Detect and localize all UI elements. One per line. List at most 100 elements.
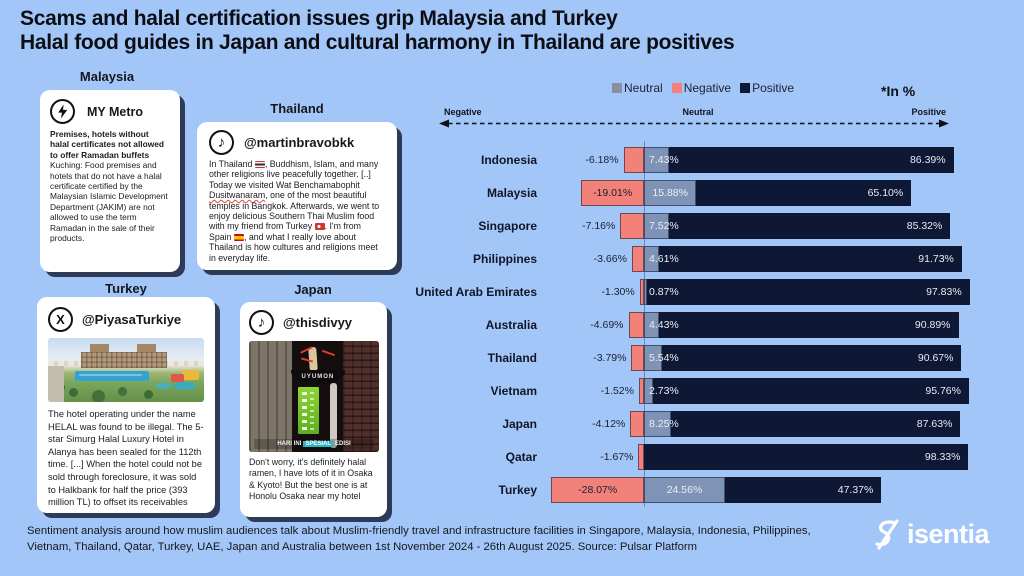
x-twitter-icon: X bbox=[48, 307, 73, 332]
post-card-thailand: ♪ @martinbravobkk In Thailand , Buddhism… bbox=[197, 122, 397, 270]
chart-row-philippines: Philippines 91.73% -3.66% 4.61% bbox=[420, 243, 1024, 276]
axis-label-neutral: Neutral bbox=[682, 107, 714, 117]
legend-item-positive: Positive bbox=[740, 81, 794, 95]
negative-bar bbox=[638, 378, 644, 404]
post-text-rest: Kuching: Food premises and hotels that d… bbox=[50, 160, 168, 244]
negative-bar bbox=[630, 411, 644, 437]
chart-row-vietnam: Vietnam 95.76% -1.52% 2.73% bbox=[420, 375, 1024, 408]
negative-bar bbox=[639, 279, 644, 305]
sentiment-axis-arrow bbox=[439, 119, 949, 128]
positive-bar bbox=[646, 279, 970, 305]
positive-value: 87.63% bbox=[916, 418, 953, 430]
chart-row-indonesia: Indonesia 86.39% -6.18% 7.43% bbox=[420, 144, 1024, 177]
post-text: Premises, hotels without halal certifica… bbox=[50, 129, 170, 243]
country-label: Thailand bbox=[487, 351, 537, 365]
neutral-bar bbox=[644, 279, 647, 305]
positive-bar bbox=[644, 444, 969, 470]
title-line-2: Halal food guides in Japan and cultural … bbox=[20, 31, 735, 54]
country-label: United Arab Emirates bbox=[415, 285, 537, 299]
positive-value: 97.83% bbox=[926, 286, 962, 298]
photo-caption-highlight: SPESIAL bbox=[303, 440, 333, 447]
negative-bar bbox=[631, 345, 644, 371]
country-label: Malaysia bbox=[486, 186, 537, 200]
post-text: In Thailand , Buddhism, Islam, and many … bbox=[209, 159, 380, 263]
card-label-japan: Japan bbox=[294, 282, 332, 297]
unit-note: *In % bbox=[881, 83, 916, 99]
positive-swatch bbox=[740, 83, 751, 93]
positive-bar bbox=[653, 378, 969, 404]
chart-row-united-arab-emirates: United Arab Emirates 97.83% -1.30% 0.87% bbox=[415, 276, 1024, 309]
negative-value: -7.16% bbox=[582, 220, 616, 232]
tiktok-icon: ♪ bbox=[249, 310, 274, 335]
positive-value: 85.32% bbox=[906, 220, 943, 232]
chart-row-malaysia: Malaysia 65.10% -19.01% 15.88% bbox=[420, 177, 1024, 210]
card-label-thailand: Thailand bbox=[270, 101, 324, 116]
positive-bar bbox=[668, 147, 954, 173]
negative-value: -1.30% bbox=[601, 286, 635, 298]
photo-caption-pre: HARI INI bbox=[277, 440, 302, 447]
lightning-bolt-icon bbox=[50, 99, 75, 124]
neutral-bar bbox=[644, 180, 697, 206]
brand-name: isentia bbox=[907, 519, 990, 549]
negative-bar bbox=[628, 312, 644, 338]
negative-bar bbox=[551, 477, 644, 503]
country-label: Japan bbox=[502, 417, 537, 431]
country-label: Singapore bbox=[478, 219, 537, 233]
post-card-japan: ♪ @thisdivyy UYUMON HARI INI SPESIAL EDI… bbox=[240, 302, 387, 517]
neutral-value: 24.56% bbox=[666, 484, 703, 496]
footer-note: Sentiment analysis around how muslim aud… bbox=[27, 525, 811, 553]
isentia-logo-icon bbox=[875, 519, 899, 550]
negative-bar bbox=[638, 444, 644, 470]
neutral-value: 0.87% bbox=[649, 286, 679, 298]
negative-value: -1.67% bbox=[600, 451, 634, 463]
source-handle: @PiyasaTurkiye bbox=[82, 312, 182, 327]
neutral-value: 4.43% bbox=[649, 319, 679, 331]
neutral-swatch bbox=[612, 83, 622, 93]
neutral-bar bbox=[644, 378, 653, 404]
positive-value: 47.37% bbox=[837, 484, 874, 496]
post-text: Don't worry, it's definitely halal ramen… bbox=[249, 457, 373, 502]
page-title: Scams and halal certification issues gri… bbox=[20, 7, 735, 55]
post-text-bold: Premises, hotels without halal certifica… bbox=[50, 129, 165, 160]
country-label: Australia bbox=[485, 318, 537, 332]
card-label-malaysia: Malaysia bbox=[79, 69, 135, 84]
positive-bar bbox=[671, 411, 961, 437]
chart-row-japan: Japan 87.63% -4.12% 8.25% bbox=[420, 408, 1024, 441]
post-card-malaysia: MY Metro Premises, hotels without halal … bbox=[40, 90, 180, 272]
chart-row-singapore: Singapore 85.32% -7.16% 7.52% bbox=[420, 210, 1024, 243]
negative-bar bbox=[631, 246, 644, 272]
negative-value: -1.52% bbox=[600, 385, 634, 397]
negative-value: -3.66% bbox=[593, 253, 627, 265]
photo-caption-post: EDISI bbox=[335, 440, 351, 447]
country-label: Vietnam bbox=[490, 384, 537, 398]
negative-value: -19.01% bbox=[593, 187, 633, 199]
country-label: Indonesia bbox=[480, 153, 537, 167]
neutral-value: 7.52% bbox=[649, 220, 679, 232]
tiktok-icon: ♪ bbox=[209, 130, 234, 155]
positive-value: 95.76% bbox=[925, 385, 961, 397]
source-handle: @thisdivyy bbox=[283, 315, 353, 330]
turkey-flag-icon bbox=[314, 223, 325, 231]
neutral-bar bbox=[644, 246, 660, 272]
positive-value: 90.67% bbox=[917, 352, 954, 364]
negative-value: -3.79% bbox=[593, 352, 627, 364]
negative-bar bbox=[581, 180, 644, 206]
negative-value: -28.07% bbox=[578, 484, 618, 496]
negative-swatch bbox=[671, 83, 682, 93]
legend-item-negative: Negative bbox=[671, 81, 731, 95]
chart-legend: Neutral Negative Positive bbox=[612, 81, 794, 95]
sentiment-bar-chart: Indonesia 86.39% -6.18% 7.43% Malaysia 65.10%… bbox=[415, 141, 1024, 510]
neutral-bar bbox=[644, 312, 659, 338]
ramen-stand-photo: UYUMON HARI INI SPESIAL EDISI bbox=[249, 341, 379, 452]
positive-bar bbox=[668, 213, 951, 239]
source-name: MY Metro bbox=[87, 104, 144, 119]
axis-label-negative: Negative bbox=[444, 107, 482, 117]
negative-value: -4.12% bbox=[592, 418, 626, 430]
spain-flag-icon bbox=[233, 233, 244, 241]
negative-value: -6.18% bbox=[585, 154, 619, 166]
resort-hotel-aerial-photo bbox=[48, 338, 204, 402]
positive-bar bbox=[725, 477, 882, 503]
negative-bar bbox=[620, 213, 644, 239]
chart-row-qatar: Qatar 98.33% -1.67% bbox=[420, 441, 1024, 474]
brand-logo: isentia bbox=[870, 517, 990, 552]
